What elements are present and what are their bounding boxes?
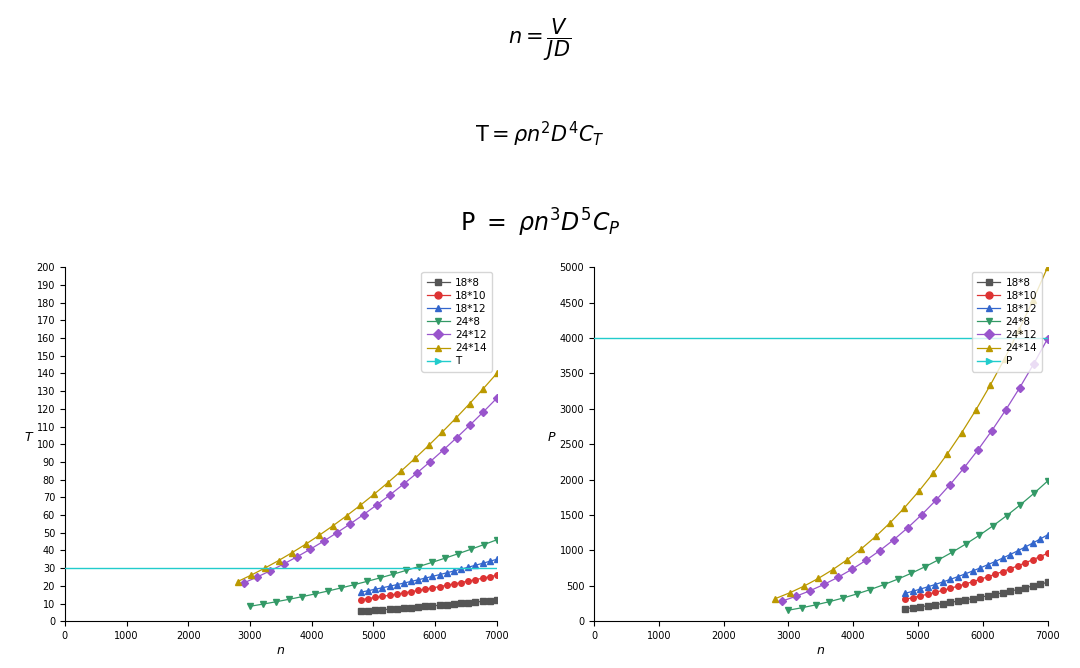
Text: $\it{n} = \dfrac{\it{V}}{\it{JD}}$: $\it{n} = \dfrac{\it{V}}{\it{JD}}$ [509, 17, 571, 63]
X-axis label: n: n [816, 644, 825, 657]
Text: $\mathrm{P}\ {=}\ \rho \mathit{n}^{3}\mathit{D}^{5}\mathit{C}_{P}$: $\mathrm{P}\ {=}\ \rho \mathit{n}^{3}\ma… [460, 207, 620, 239]
Legend: 18*8, 18*10, 18*12, 24*8, 24*12, 24*14, T: 18*8, 18*10, 18*12, 24*8, 24*12, 24*14, … [421, 273, 491, 371]
Y-axis label: P: P [548, 432, 555, 444]
Y-axis label: T: T [25, 432, 32, 444]
Legend: 18*8, 18*10, 18*12, 24*8, 24*12, 24*14, P: 18*8, 18*10, 18*12, 24*8, 24*12, 24*14, … [972, 273, 1042, 371]
Text: $\mathrm{T}{=}\rho \mathit{n}^{2}\mathit{D}^{4}\mathit{C}_{T}$: $\mathrm{T}{=}\rho \mathit{n}^{2}\mathit… [475, 120, 605, 150]
X-axis label: n: n [276, 644, 285, 657]
